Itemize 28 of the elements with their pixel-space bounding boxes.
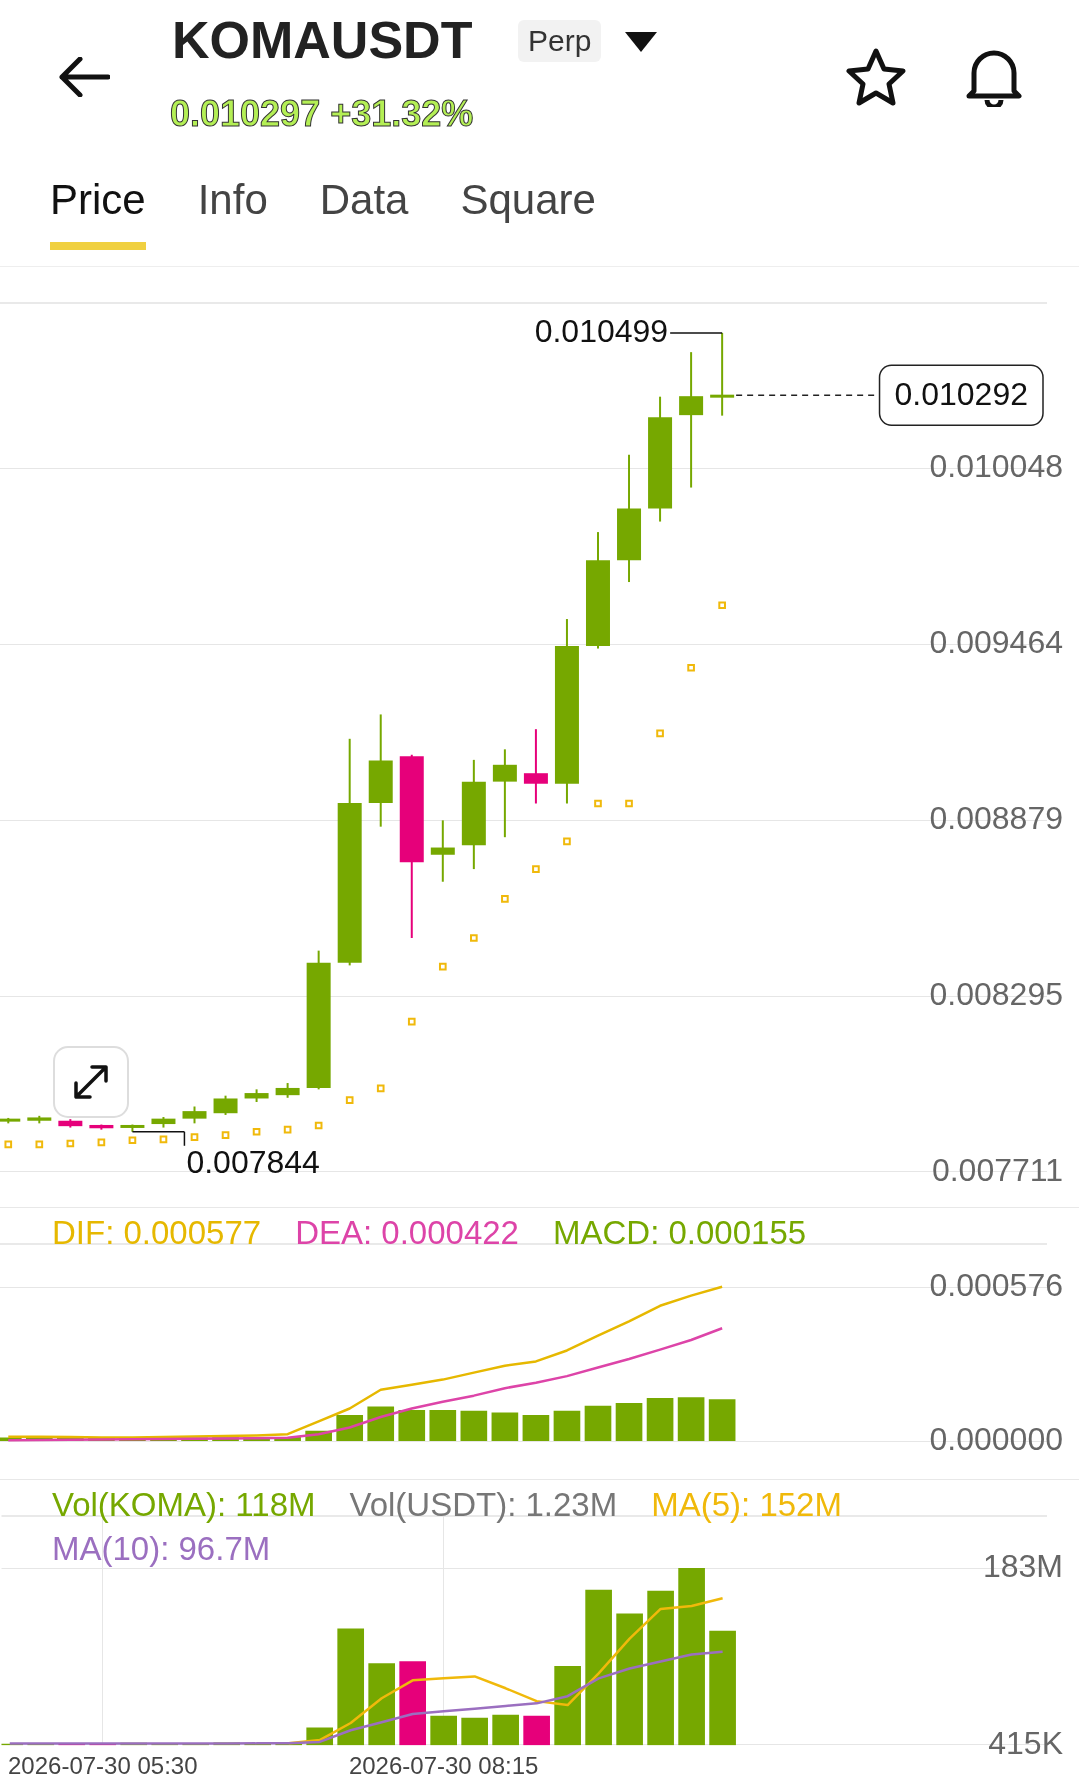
text: MA(5): 152M: [651, 1486, 842, 1524]
text: Square: [460, 176, 596, 225]
ref-line-label: 0.010292: [894, 376, 1028, 413]
y-tick-label: 0.000576: [929, 1266, 1063, 1303]
annotation: Vol(USDT): 1.23M: [349, 1486, 618, 1524]
y-tick-label: 415K: [988, 1724, 1063, 1761]
text: Data: [319, 176, 409, 225]
text: DEA: 0.000422: [295, 1214, 519, 1252]
y-tick-label: 0.008879: [929, 800, 1063, 837]
x-tick-label: 2026-07-30 05:30: [8, 1752, 198, 1780]
text: Perp: [518, 20, 602, 62]
annotation: 0.010499: [534, 312, 669, 349]
y-tick-label: 183M: [982, 1548, 1063, 1585]
text: Vol(KOMA): 118M: [52, 1486, 316, 1524]
y-tick-label: 0.010048: [929, 448, 1063, 485]
x-tick-label: 2026-07-30 08:15: [348, 1752, 539, 1780]
chart-title: KOMAUSDT: [172, 10, 473, 70]
text: MA(10): 96.7M: [52, 1530, 271, 1568]
text: Info: [197, 176, 268, 225]
annotation: 0.007844: [186, 1143, 320, 1180]
y-tick-label: 0.009464: [929, 624, 1063, 661]
text: DIF: 0.000577: [52, 1214, 262, 1252]
y-tick-label: 0.007711: [931, 1151, 1063, 1188]
text: MACD: 0.000155: [552, 1214, 807, 1252]
y-tick-label: 0.008295: [929, 975, 1063, 1012]
chart-subtitle: 0.010297 +31.32%: [170, 93, 474, 135]
text: Price: [50, 176, 146, 250]
y-tick-label: 0.000000: [929, 1420, 1063, 1457]
